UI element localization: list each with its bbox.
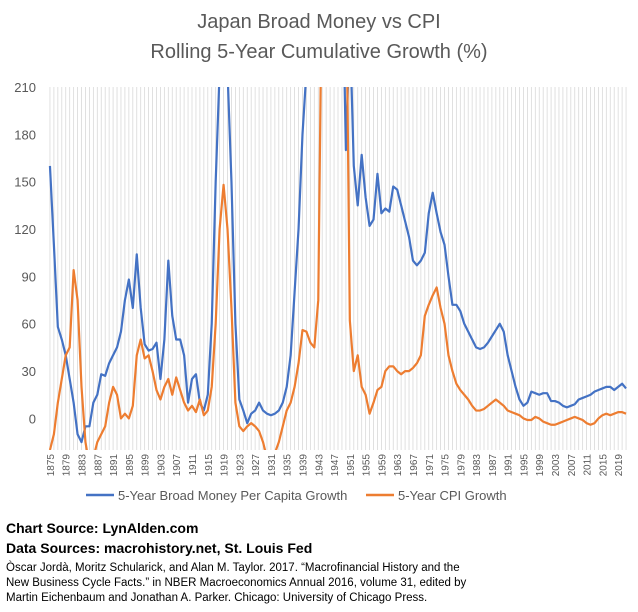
legend-label: 5-Year CPI Growth [398,488,507,503]
x-tick-label: 1987 [488,454,499,477]
x-tick-label: 1963 [393,454,404,477]
x-tick-label: 1999 [535,454,546,477]
legend-label: 5-Year Broad Money Per Capita Growth [118,488,347,503]
x-tick-label: 2015 [598,454,609,477]
data-line [48,87,627,444]
y-tick-label: 150 [14,175,36,190]
x-tick-label: 1939 [298,454,309,477]
x-tick-label: 2019 [614,454,625,477]
y-tick-label: 30 [22,364,36,379]
y-tick-label: 90 [22,269,36,284]
x-tick-label: 1875 [46,454,57,477]
x-tick-label: 2007 [567,454,578,477]
y-tick-label: 120 [14,222,36,237]
data-sources: Data Sources: macrohistory.net, St. Loui… [6,540,313,556]
y-tick-label: 60 [22,317,36,332]
citation-line: Òscar Jordà, Moritz Schularick, and Alan… [6,562,460,574]
x-tick-label: 2011 [583,454,594,476]
x-tick-label: 1911 [188,454,199,476]
data-line [48,87,627,450]
x-tick-label: 2003 [551,454,562,477]
x-tick-label: 1979 [456,454,467,477]
y-tick-label: 210 [14,80,36,95]
x-tick-label: 1899 [141,454,152,477]
y-tick-label: 0 [29,411,36,426]
chart-title: Japan Broad Money vs CPI [197,11,440,33]
x-tick-label: 1915 [204,454,215,477]
chart-title: Rolling 5-Year Cumulative Growth (%) [150,41,487,63]
citation: Òscar Jordà, Moritz Schularick, and Alan… [6,561,466,606]
x-tick-label: 1907 [172,454,183,477]
x-tick-label: 1975 [441,454,452,477]
x-tick-label: 1947 [330,454,341,477]
y-tick-label: 180 [14,127,36,142]
citation-line: Martin Eichenbaum and Jonathan A. Parker… [6,592,428,604]
x-tick-label: 1967 [409,454,420,477]
x-tick-label: 1943 [314,454,325,477]
x-tick-label: 1879 [62,454,73,477]
x-tick-label: 1931 [267,454,278,477]
x-tick-label: 1959 [377,454,388,477]
x-tick-label: 1951 [346,454,357,477]
x-tick-label: 1887 [93,454,104,477]
x-tick-label: 1923 [235,454,246,477]
x-tick-label: 1919 [220,454,231,477]
x-tick-label: 1991 [504,454,515,477]
chart: Japan Broad Money vs CPI Rolling 5-Year … [14,11,627,503]
x-tick-label: 1927 [251,454,262,477]
citation-line: New Business Cycle Facts.” in NBER Macro… [6,577,467,589]
chart-source: Chart Source: LynAlden.com [6,520,199,536]
x-tick-label: 1883 [78,454,89,477]
x-tick-label: 1895 [125,454,136,477]
x-tick-label: 1983 [472,454,483,477]
x-tick-label: 1955 [362,454,373,477]
x-tick-label: 1891 [109,454,120,477]
x-tick-label: 1995 [519,454,530,477]
x-tick-label: 1903 [156,454,167,477]
x-tick-label: 1971 [425,454,436,477]
x-tick-label: 1935 [283,454,294,477]
